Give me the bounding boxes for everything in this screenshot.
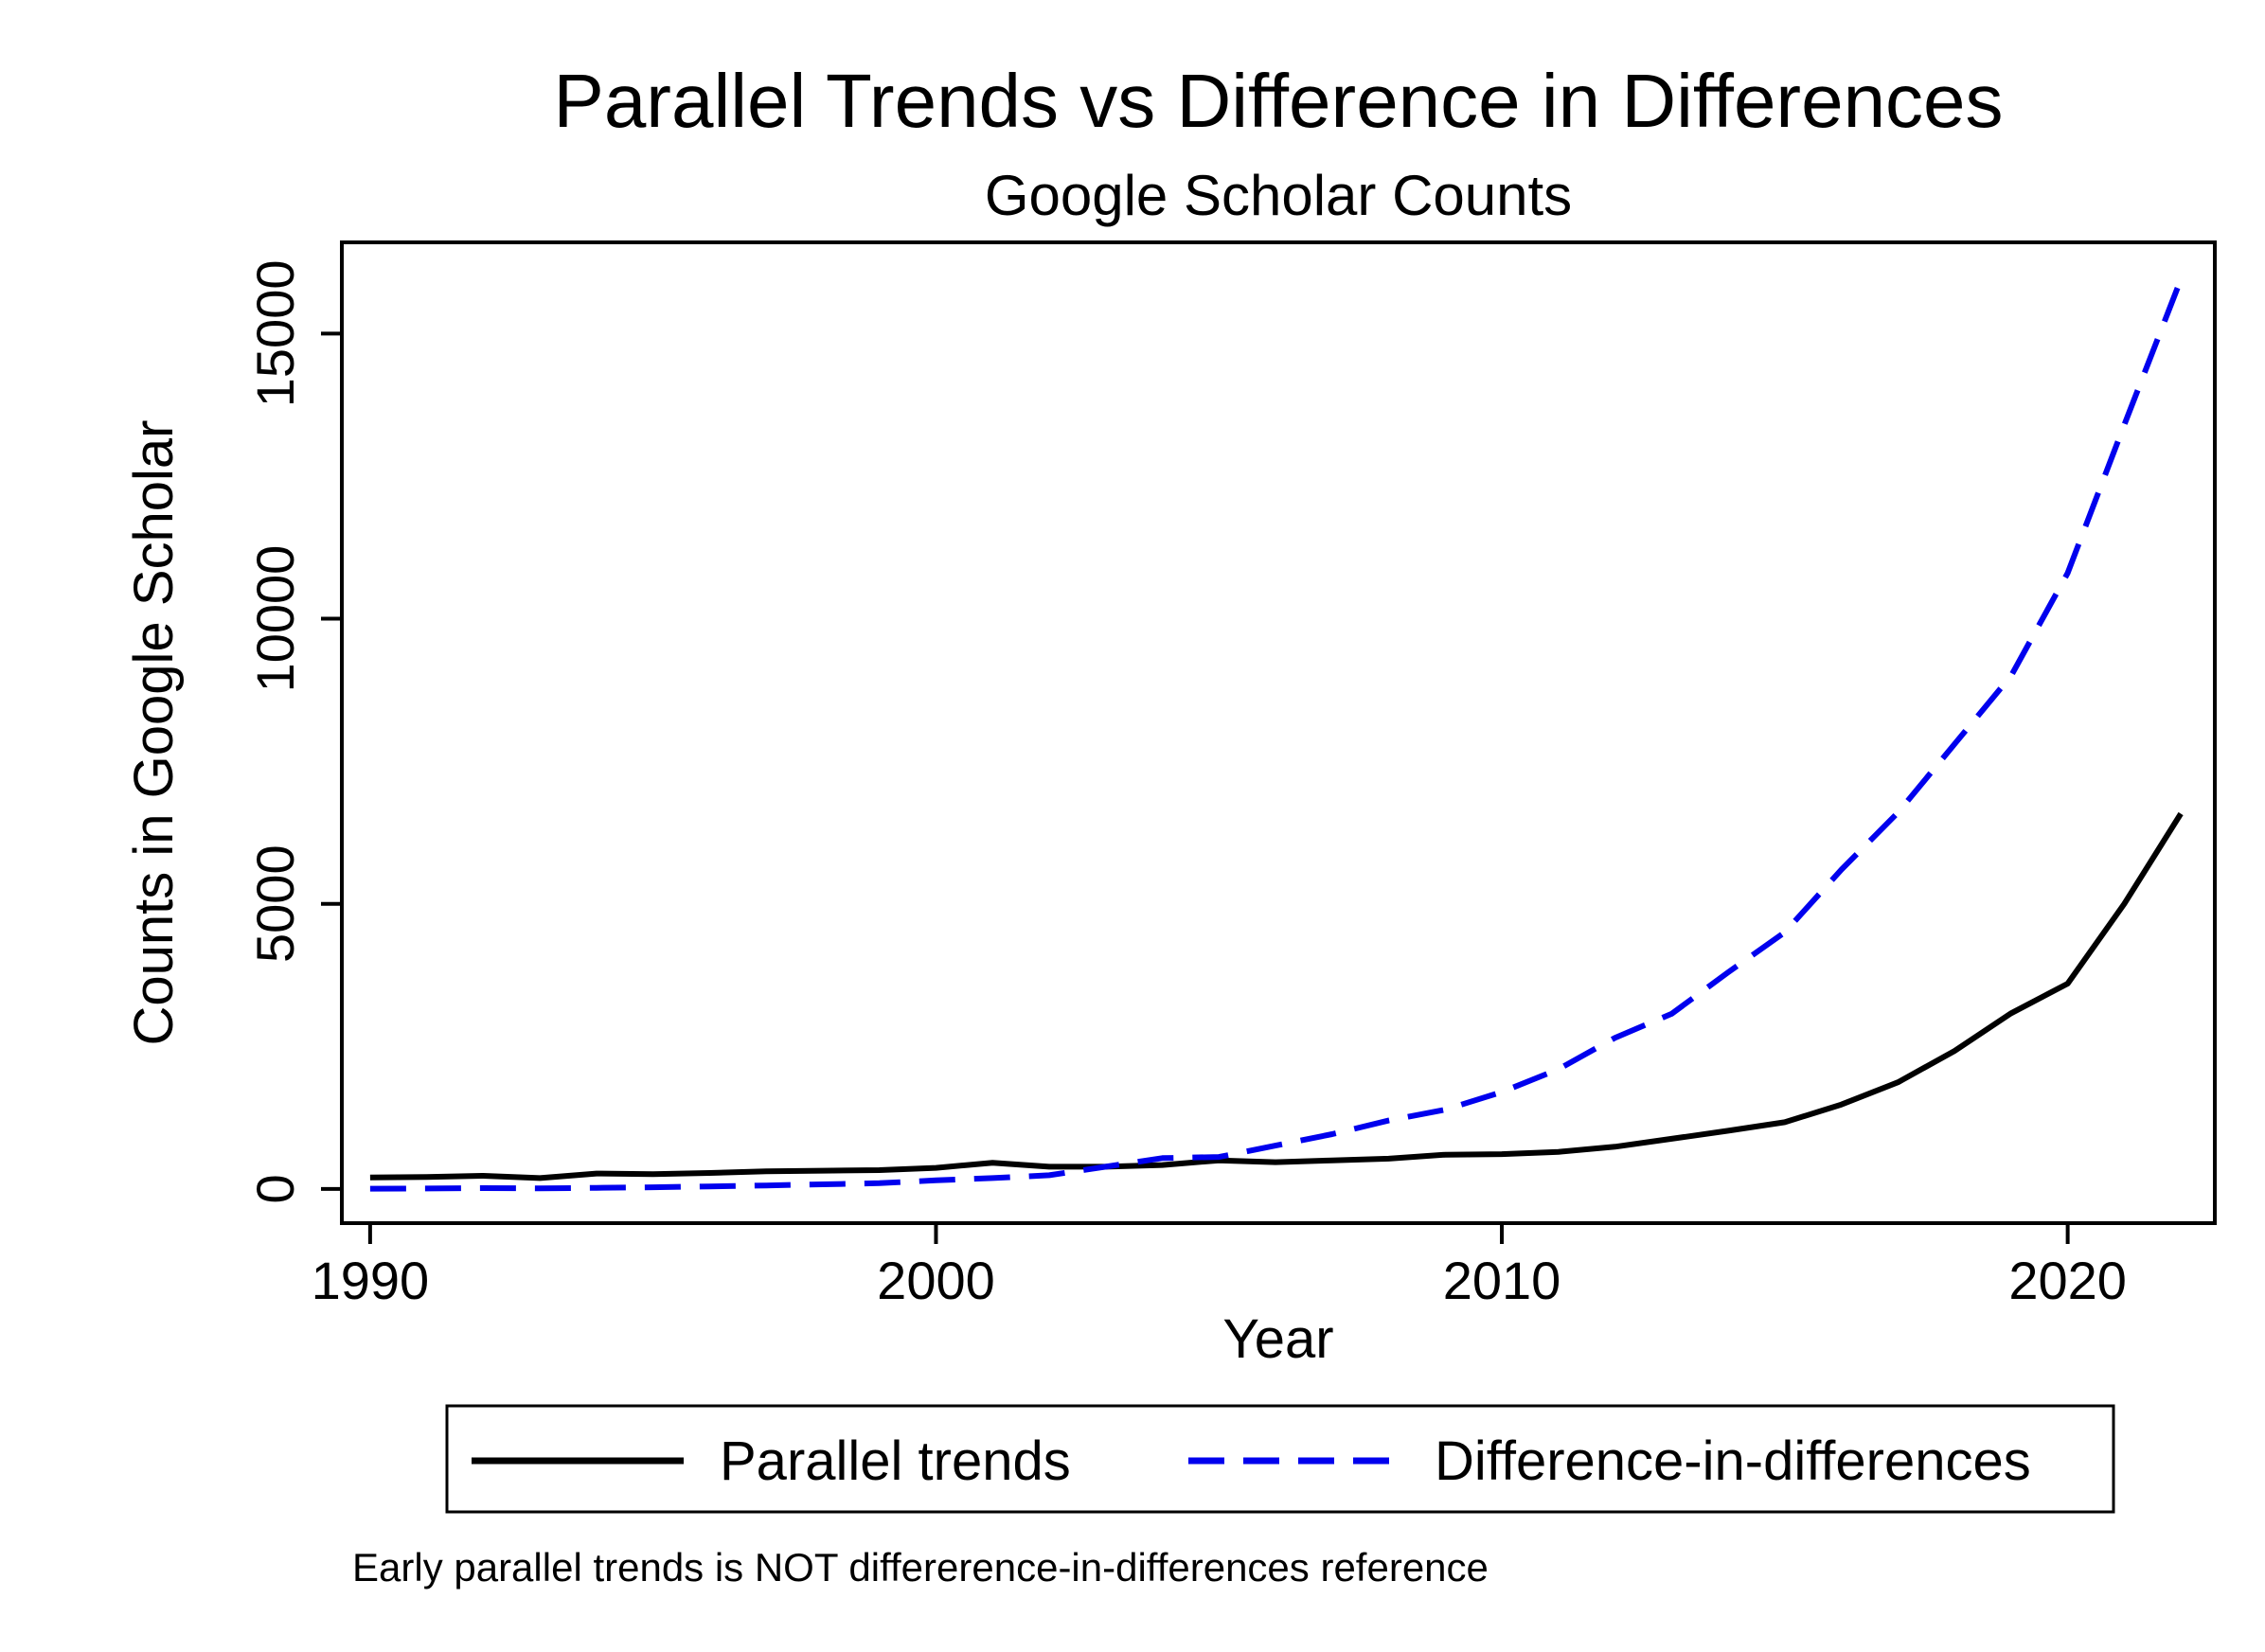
plot-frame [340, 240, 2217, 1225]
x-tick-label: 2020 [2008, 1251, 2127, 1310]
legend-box [445, 1404, 2115, 1514]
legend: Parallel trends Difference-in-difference… [445, 1404, 2115, 1514]
y-tick-label: 15000 [245, 260, 305, 408]
y-axis: 0 5000 10000 15000 [245, 260, 342, 1203]
y-tick-label: 5000 [245, 844, 305, 963]
x-tick-label: 1990 [312, 1251, 430, 1310]
y-tick-label: 10000 [245, 545, 305, 693]
y-tick-label: 0 [245, 1174, 305, 1203]
chart-note: Early parallel trends is NOT differerenc… [352, 1545, 1489, 1590]
x-axis: 1990 2000 2010 2020 [312, 1223, 2127, 1310]
series-line-parallel-trends [369, 811, 2184, 1181]
x-tick-label: 2000 [877, 1251, 995, 1310]
chart-title: Parallel Trends vs Difference in Differe… [553, 59, 2003, 143]
series-line-difference-in-differences [369, 278, 2184, 1192]
legend-label-parallel-trends: Parallel trends [720, 1430, 1071, 1492]
legend-label-difference-in-differences: Difference-in-differences [1435, 1430, 2031, 1492]
chart-subtitle: Google Scholar Counts [985, 164, 1572, 227]
plot-lines [369, 278, 2184, 1192]
x-axis-label: Year [1222, 1308, 1333, 1370]
y-axis-label: Counts in Google Scholar [123, 420, 185, 1046]
x-tick-label: 2010 [1443, 1251, 1561, 1310]
